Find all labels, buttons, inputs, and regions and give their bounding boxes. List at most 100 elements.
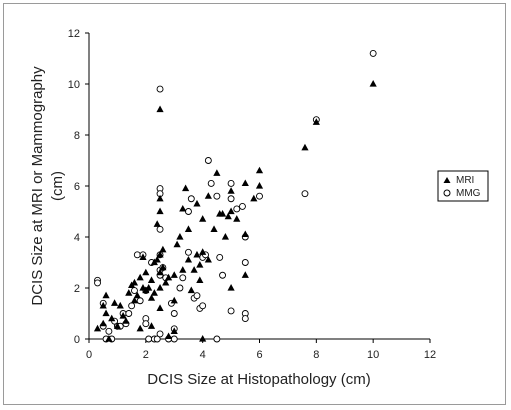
mri-point bbox=[159, 263, 167, 271]
mmg-point bbox=[204, 157, 212, 164]
y-axis-title: DCIS Size at MRI or Mammography bbox=[29, 66, 46, 306]
mri-point bbox=[179, 204, 187, 212]
mri-point bbox=[241, 271, 249, 278]
mmg-point bbox=[136, 297, 144, 305]
mri-point bbox=[241, 230, 249, 238]
mri-point bbox=[99, 301, 107, 309]
mri-point bbox=[99, 319, 107, 327]
mmg-point bbox=[156, 330, 164, 338]
mri-point bbox=[369, 80, 377, 87]
y-tick-label: 10 bbox=[68, 79, 80, 91]
mmg-point bbox=[369, 49, 377, 57]
mmg-point bbox=[125, 310, 133, 317]
y-tick-label: 0 bbox=[74, 334, 80, 346]
scatter-chart: 0 2 4 6 8 10 12 0 2 4 6 8 10 12 DCIS Size at Histopat… bbox=[29, 28, 489, 388]
mmg-point bbox=[238, 202, 246, 210]
mri-point bbox=[125, 289, 133, 296]
mmg-point bbox=[301, 190, 309, 198]
mmg-point bbox=[145, 335, 153, 343]
mri-point bbox=[133, 291, 141, 299]
y-axis-title-unit: (cm) bbox=[49, 171, 66, 201]
legend-mmg-marker-icon bbox=[443, 189, 451, 197]
legend-mri-label: MRI bbox=[456, 175, 474, 186]
mri-point bbox=[142, 268, 150, 276]
x-tick-label: 10 bbox=[367, 349, 379, 361]
y-tick-label: 2 bbox=[74, 283, 80, 295]
mmg-point bbox=[156, 225, 164, 233]
mri-point bbox=[250, 194, 258, 202]
mri-point bbox=[150, 289, 158, 296]
mri-point bbox=[122, 317, 130, 324]
mri-point bbox=[93, 324, 102, 332]
mmg-point bbox=[128, 302, 136, 310]
mri-point bbox=[204, 192, 212, 199]
mri-point bbox=[139, 253, 147, 260]
mri-point bbox=[164, 332, 173, 340]
mri-point bbox=[213, 169, 221, 176]
mmg-point bbox=[179, 274, 187, 282]
mri-point bbox=[301, 143, 309, 151]
mmg-point bbox=[213, 335, 221, 343]
mmg-point bbox=[185, 208, 192, 215]
mmg-point bbox=[170, 310, 178, 317]
mri-point bbox=[110, 299, 119, 306]
mri-point bbox=[176, 233, 184, 240]
mmg-point bbox=[170, 335, 178, 343]
mri-point bbox=[170, 271, 178, 278]
mmg-point bbox=[219, 271, 227, 279]
mri-point bbox=[136, 273, 144, 281]
chart-frame: 0 2 4 6 8 10 12 0 2 4 6 8 10 12 DCIS Size at Histopat… bbox=[3, 3, 506, 405]
mri-point bbox=[113, 322, 122, 329]
mri-point bbox=[179, 266, 187, 273]
mmg-point bbox=[256, 192, 263, 200]
axis-titles: DCIS Size at Histopathology (cm) DCIS Si… bbox=[29, 66, 371, 388]
mri-point bbox=[153, 220, 161, 227]
mmg-point bbox=[227, 195, 235, 203]
mri-point bbox=[145, 284, 153, 291]
x-axis-title: DCIS Size at Histopathology (cm) bbox=[147, 371, 370, 388]
mri-point bbox=[156, 284, 164, 291]
mmg-point bbox=[94, 279, 101, 287]
mri-point bbox=[224, 212, 232, 220]
mri-point bbox=[156, 268, 164, 276]
x-tick-label: 8 bbox=[313, 349, 319, 361]
mri-point bbox=[227, 284, 235, 291]
mri-point bbox=[173, 240, 181, 248]
mri-point bbox=[241, 179, 249, 187]
mri-point bbox=[196, 261, 204, 268]
mri-point bbox=[199, 248, 207, 255]
mri-point bbox=[312, 118, 320, 125]
mri-point bbox=[199, 335, 207, 342]
mri-point bbox=[190, 266, 198, 273]
mmg-point bbox=[193, 292, 201, 300]
mri-point bbox=[156, 194, 164, 202]
mri-point bbox=[255, 166, 264, 174]
x-tick-label: 12 bbox=[424, 349, 436, 361]
mri-point bbox=[136, 324, 144, 332]
y-tick-label: 4 bbox=[74, 232, 80, 244]
mri-point bbox=[156, 207, 164, 215]
mri-point bbox=[105, 335, 113, 342]
mmg-point bbox=[213, 192, 221, 200]
y-tick-label: 6 bbox=[74, 181, 80, 193]
mri-point bbox=[227, 207, 235, 215]
mri-point bbox=[162, 278, 170, 286]
mri-point bbox=[156, 250, 164, 258]
mmg-point bbox=[153, 335, 161, 343]
mmg-point bbox=[241, 315, 249, 323]
mri-point bbox=[184, 225, 193, 232]
mmg-point bbox=[176, 284, 184, 292]
mri-point bbox=[130, 296, 139, 304]
mmg-point bbox=[207, 179, 215, 187]
mri-point bbox=[170, 327, 178, 334]
mmg-point bbox=[227, 307, 235, 315]
mri-point bbox=[221, 233, 229, 240]
mri-point bbox=[187, 286, 195, 294]
mri-point bbox=[147, 294, 156, 301]
mri-point bbox=[164, 273, 173, 281]
mmg-point bbox=[199, 302, 207, 310]
data-markers bbox=[93, 49, 377, 343]
mri-point bbox=[193, 199, 201, 207]
x-tick-label: 4 bbox=[200, 349, 206, 361]
x-tick-label: 2 bbox=[143, 349, 149, 361]
